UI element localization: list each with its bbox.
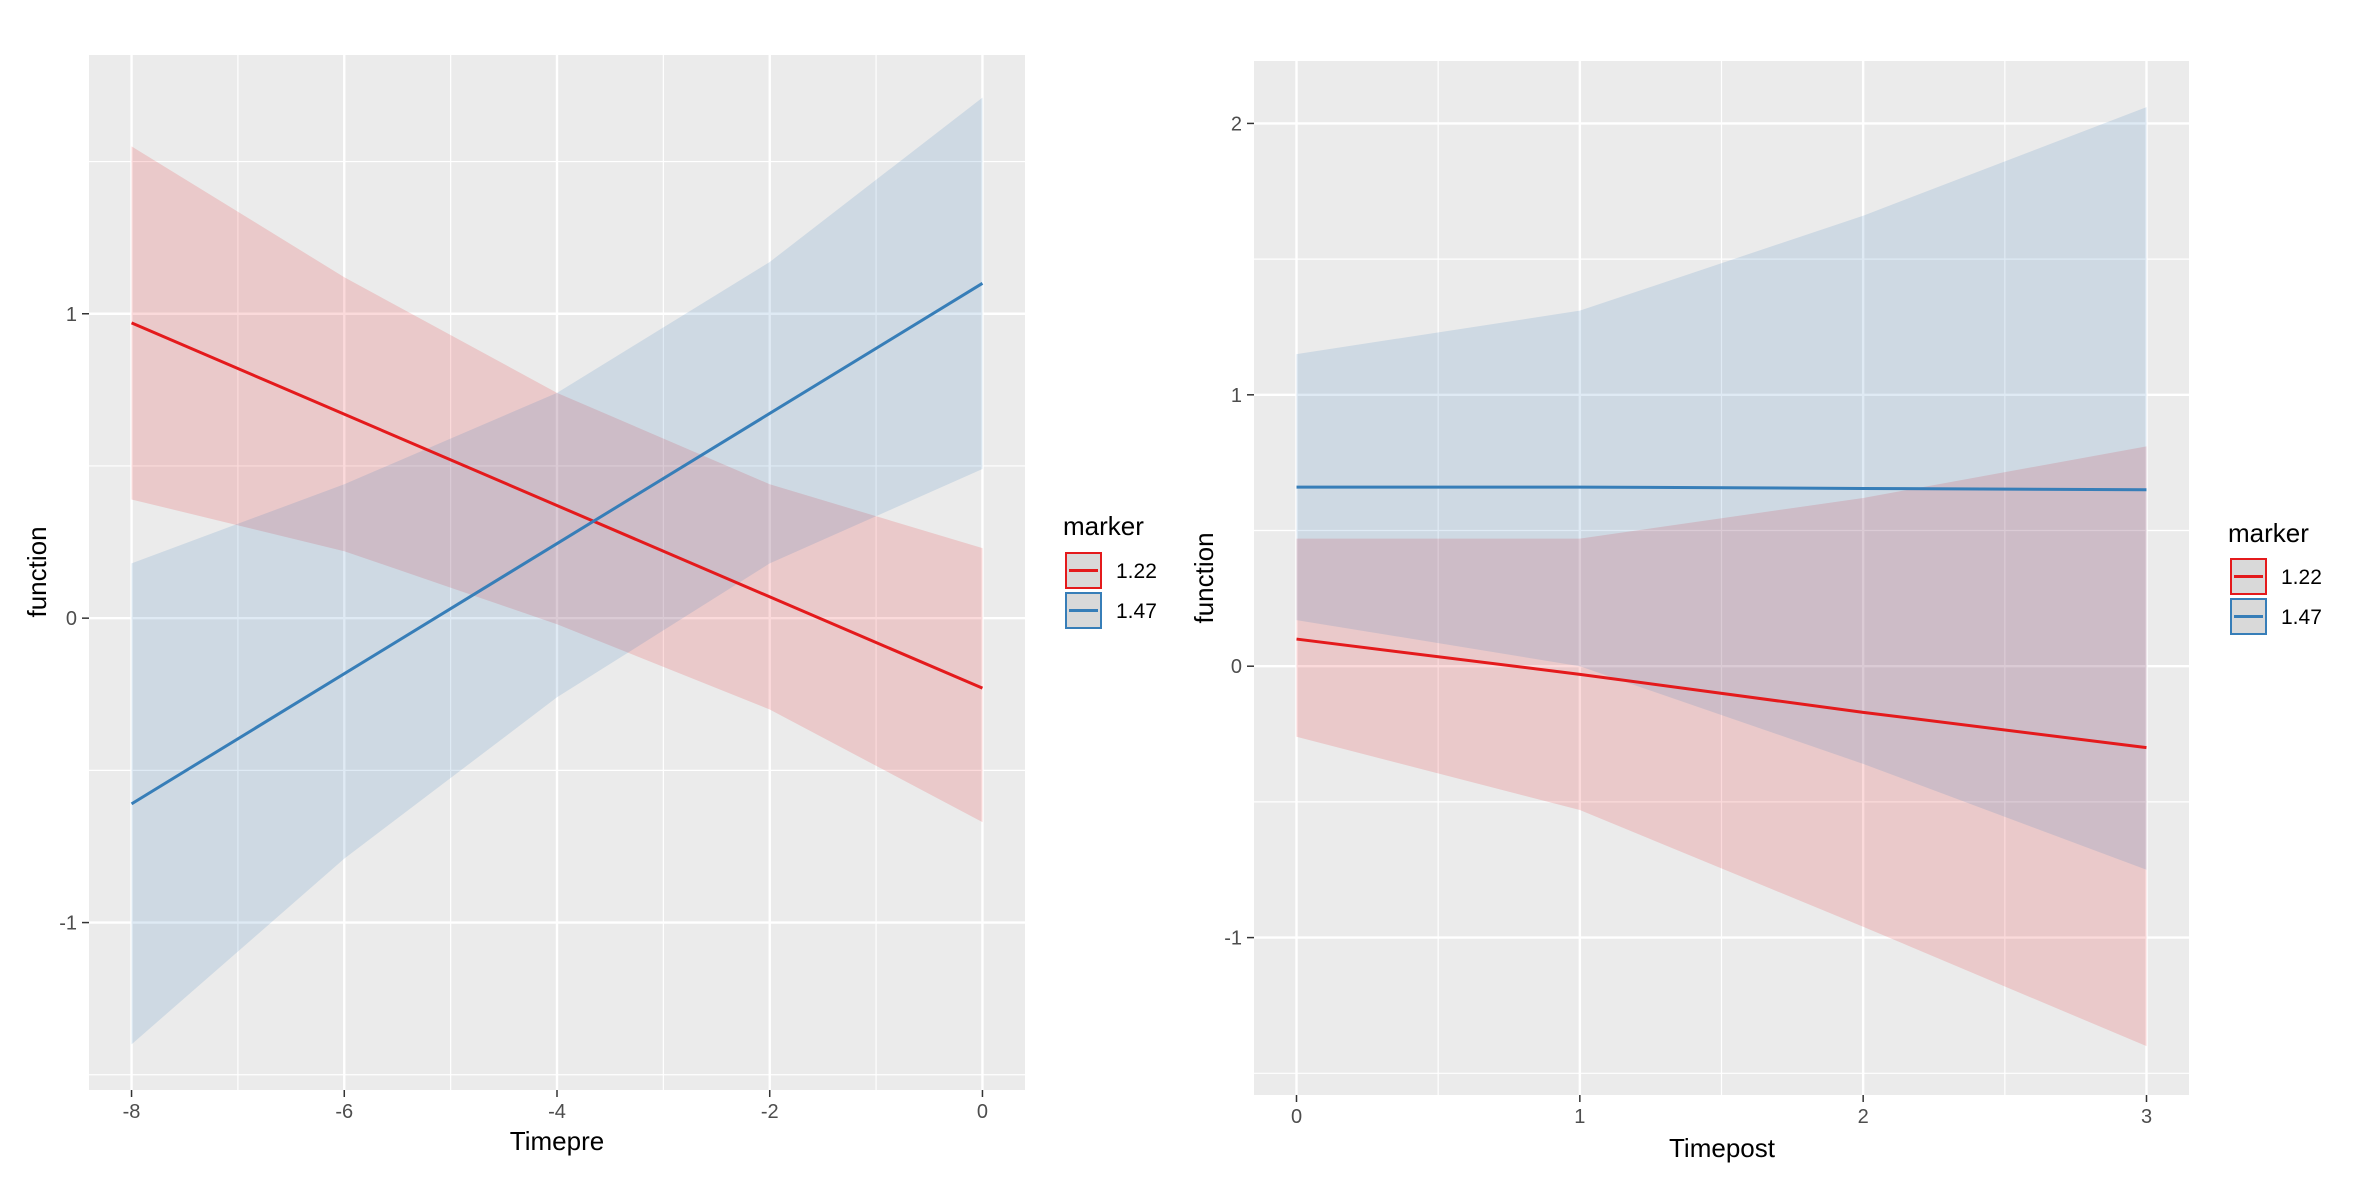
left-series-line-1 (130, 321, 984, 690)
right-y-tick-label: -1 (1224, 928, 1242, 950)
right-x-tick-label: 1 (1574, 1106, 1585, 1128)
left-legend-label-2: 1.47 (1116, 600, 1157, 623)
right-lines (1296, 485, 2147, 750)
right-legend-item-2: 1.47 (2230, 598, 2322, 635)
right-legend: marker 1.22 1.47 (2228, 518, 2322, 635)
left-gridlines (89, 55, 1025, 1090)
left-x-ticks: -8 -6 -4 -2 0 (123, 1090, 988, 1123)
left-y-tick-label: 0 (66, 608, 77, 630)
right-legend-item-1: 1.22 (2230, 558, 2322, 595)
left-x-tick-label: -2 (761, 1101, 779, 1123)
left-x-tick-label: -6 (335, 1101, 353, 1123)
right-series-line-2 (1296, 485, 2147, 492)
right-ribbon-1 (1296, 446, 2147, 1047)
left-legend-title: marker (1063, 511, 1144, 541)
left-ribbons (131, 97, 983, 1045)
left-y-tick-label: 1 (66, 304, 77, 326)
right-gridlines (1254, 61, 2189, 1095)
right-series-line-1 (1296, 637, 2147, 750)
left-lines (130, 282, 984, 806)
right-y-tick-label: 1 (1231, 385, 1242, 407)
left-legend: marker 1.22 1.47 (1063, 511, 1157, 629)
right-y-tick-label: 0 (1231, 656, 1242, 678)
right-x-ticks: 0 1 2 3 (1291, 1095, 2152, 1128)
right-y-axis-title: function (1189, 532, 1219, 623)
right-y-tick-label: 2 (1231, 113, 1242, 135)
left-legend-item-2: 1.47 (1065, 592, 1157, 629)
left-y-axis-title: function (22, 526, 52, 617)
left-y-tick-label: -1 (59, 913, 77, 935)
right-x-tick-label: 2 (1858, 1106, 1869, 1128)
left-x-tick-label: -8 (123, 1101, 141, 1123)
right-legend-title: marker (2228, 518, 2309, 548)
left-y-ticks: -1 0 1 (59, 304, 89, 935)
left-panel: -8 -6 -4 -2 0 -1 0 1 Timepre function marker 1… (22, 55, 1157, 1156)
left-ribbon-1 (131, 146, 983, 823)
right-x-tick-label: 0 (1291, 1106, 1302, 1128)
right-y-ticks: -1 0 1 2 (1224, 113, 1254, 950)
left-x-tick-label: 0 (977, 1101, 988, 1123)
right-panel: 0 1 2 3 -1 0 1 2 Timepost function marker 1.22… (1189, 61, 2322, 1163)
right-x-tick-label: 3 (2141, 1106, 2152, 1128)
left-legend-item-1: 1.22 (1065, 552, 1157, 589)
right-legend-label-1: 1.22 (2281, 566, 2322, 589)
left-legend-label-1: 1.22 (1116, 560, 1157, 583)
left-series-line-2 (130, 282, 984, 806)
left-x-tick-label: -4 (548, 1101, 566, 1123)
left-ribbon-2 (131, 97, 983, 1045)
left-x-axis-title: Timepre (510, 1126, 604, 1156)
right-legend-label-2: 1.47 (2281, 606, 2322, 629)
right-x-axis-title: Timepost (1669, 1133, 1776, 1163)
